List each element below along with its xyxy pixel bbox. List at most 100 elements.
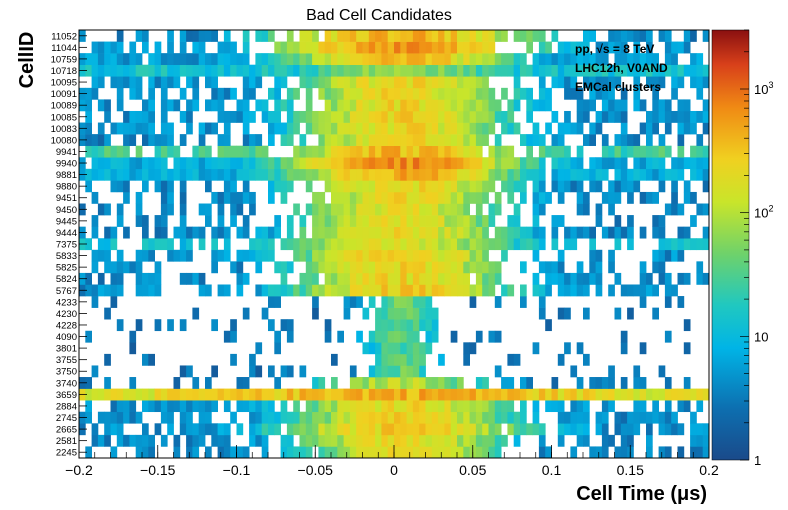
heatmap-cell [343,191,351,204]
heatmap-cell [469,64,477,77]
heatmap-cell [431,411,439,424]
heatmap-cell [331,53,338,66]
heatmap-cell [457,30,464,42]
heatmap-cell [368,145,376,158]
heatmap-cell [394,423,401,436]
heatmap-cell [312,400,319,413]
heatmap-cell [475,215,483,227]
heatmap-cell [387,76,395,89]
heatmap-cell [419,388,426,401]
heatmap-cell [135,191,143,204]
heatmap-cell [513,180,521,193]
heatmap-cell [324,99,332,112]
heatmap-cell [570,168,578,181]
heatmap-cell [438,284,445,297]
heatmap-cell [394,365,401,378]
heatmap-cell [702,122,710,135]
heatmap-cell [305,249,313,262]
heatmap-cell [198,238,206,251]
y-tick-label: 10095 [51,78,77,89]
heatmap-cell [299,145,307,158]
heatmap-cell [520,377,527,389]
heatmap-cell [97,411,105,424]
heatmap-cell [249,423,256,436]
heatmap-cell [538,261,546,274]
heatmap-cell [431,30,439,42]
heatmap-cell [570,41,578,54]
heatmap-cell [268,365,275,378]
heatmap-cell [160,110,168,123]
heatmap-cell [538,64,546,77]
heatmap-cell [280,411,288,424]
heatmap-cell [633,388,641,401]
heatmap-cell [223,157,231,170]
heatmap-cell [331,134,338,146]
heatmap-cell [192,87,200,100]
heatmap-cell [538,76,546,89]
heatmap-cell [362,284,370,297]
heatmap-cell [400,110,407,123]
heatmap-cell [513,64,521,77]
heatmap-cell [444,272,452,285]
heatmap-cell [438,64,445,77]
heatmap-cell [242,134,250,146]
heatmap-cell [337,134,344,146]
heatmap-cell [425,157,433,170]
heatmap-cell [639,342,647,355]
heatmap-cell [394,411,401,424]
heatmap-cell [419,434,426,447]
heatmap-cell [664,296,672,308]
heatmap-cell [362,434,370,447]
heatmap-cell [488,30,496,42]
heatmap-cell [123,110,130,123]
heatmap-cell [583,53,590,66]
heatmap-cell [312,53,319,66]
heatmap-cell [179,203,187,216]
heatmap-cell [223,145,231,158]
heatmap-cell [142,388,149,401]
heatmap-cell [431,446,439,459]
heatmap-cell [394,388,401,401]
heatmap-cell [387,284,395,297]
y-tick-label: 10085 [51,112,77,123]
heatmap-cell [349,446,357,459]
heatmap-cell [230,446,237,459]
heatmap-cell [255,423,263,436]
heatmap-cell [356,284,363,297]
heatmap-cell [85,272,92,285]
heatmap-cell [280,122,288,135]
heatmap-cell [488,238,496,251]
heatmap-cell [179,110,187,123]
heatmap-cell [337,41,344,54]
heatmap-cell [97,238,105,251]
heatmap-cell [507,423,515,436]
heatmap-cell [431,180,439,193]
heatmap-cell [438,41,445,54]
heatmap-cell [343,238,351,251]
heatmap-cell [431,272,439,285]
x-tick-label: 0.1 [542,462,562,478]
heatmap-cell [104,41,111,54]
heatmap-cell [406,423,414,436]
heatmap-cell [236,423,244,436]
heatmap-cell [268,53,275,66]
heatmap-cell [223,110,231,123]
heatmap-cell [236,249,244,262]
heatmap-cell [299,446,307,459]
heatmap-cell [198,122,206,135]
heatmap-cell [249,400,256,413]
heatmap-cell [444,191,452,204]
heatmap-cell [608,41,615,54]
heatmap-cell [242,377,250,389]
heatmap-cell [400,261,407,274]
heatmap-cell [419,110,426,123]
heatmap-cell [331,434,338,447]
heatmap-cell [513,30,521,42]
heatmap-cell [299,134,307,146]
heatmap-cell [583,41,590,54]
heatmap-cell [570,87,578,100]
heatmap-cell [551,30,559,42]
heatmap-cell [652,157,659,170]
heatmap-cell [349,76,357,89]
heatmap-cell [261,423,269,436]
